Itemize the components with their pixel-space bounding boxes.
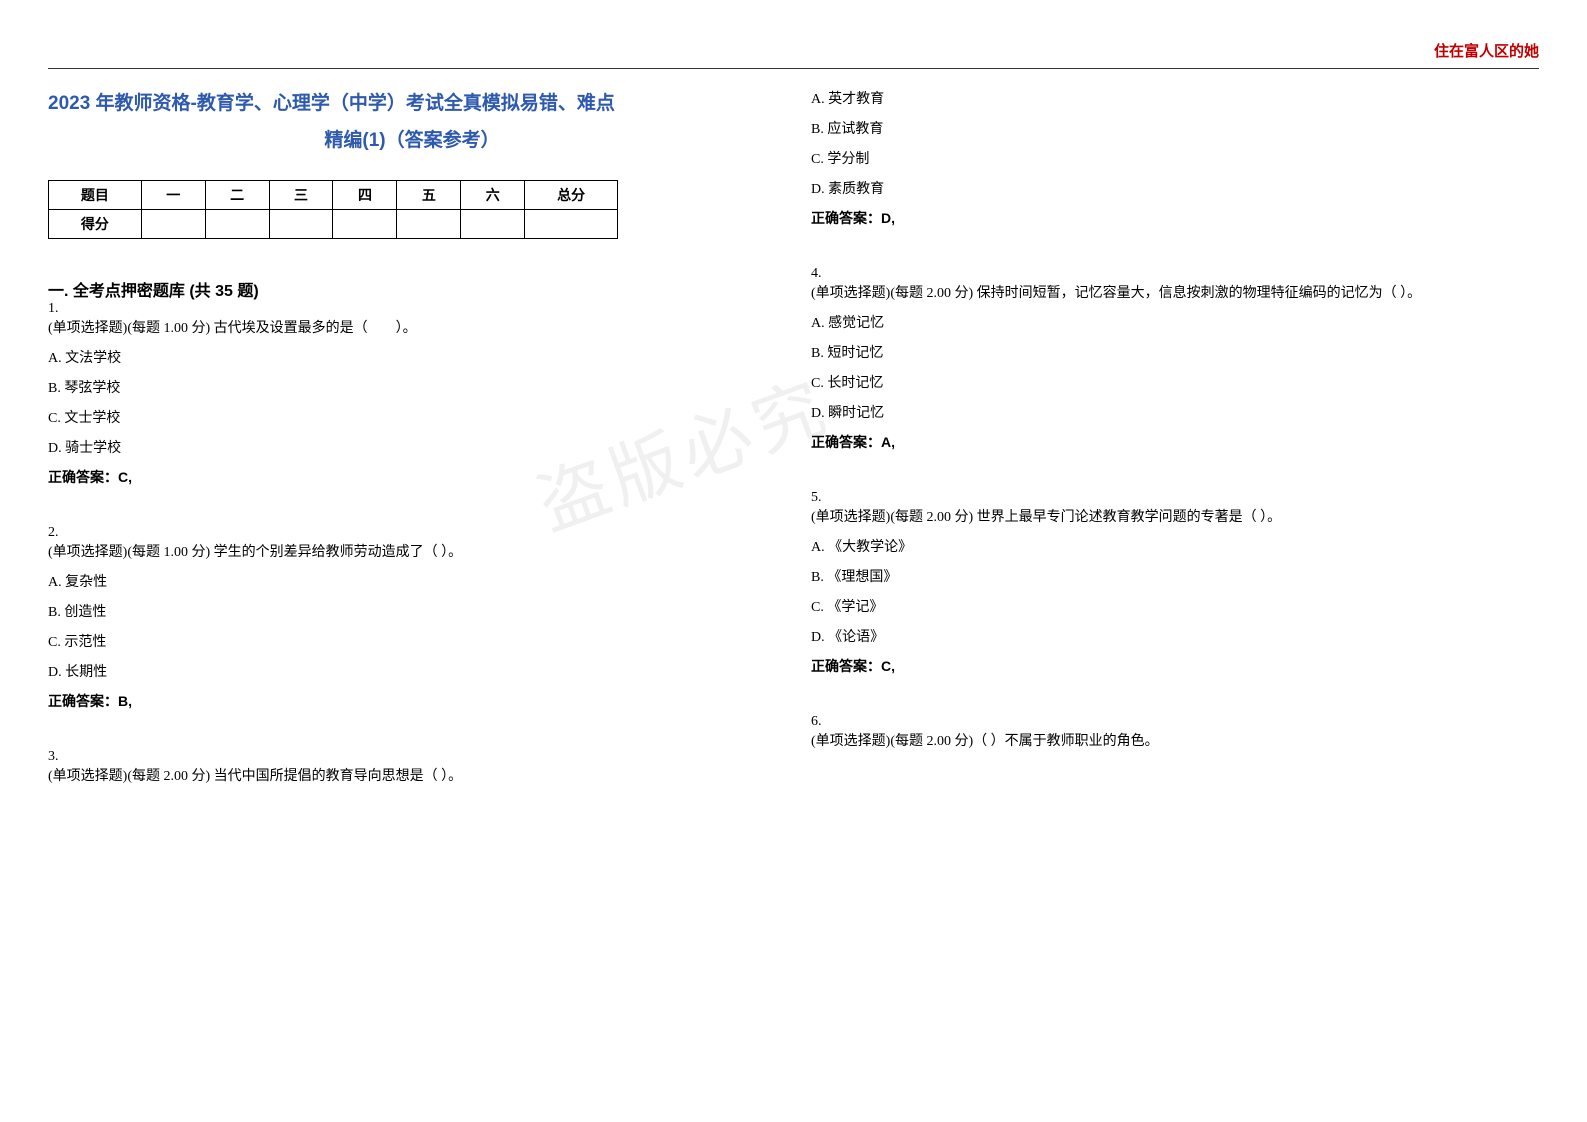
question-option: D. 瞬时记忆	[811, 402, 1539, 422]
question-block: 1. (单项选择题)(每题 1.00 分) 古代埃及设置最多的是（ ）。 A. …	[48, 301, 776, 487]
table-cell	[269, 210, 333, 239]
question-stem: (单项选择题)(每题 2.00 分) 当代中国所提倡的教育导向思想是（ ）。	[48, 765, 776, 785]
question-option: B. 《理想国》	[811, 566, 1539, 586]
question-answer: 正确答案：D,	[811, 208, 1539, 228]
question-stem: (单项选择题)(每题 2.00 分) 保持时间短暂，记忆容量大，信息按刺激的物理…	[811, 282, 1539, 302]
question-answer: 正确答案：C,	[811, 656, 1539, 676]
question-option: D. 素质教育	[811, 178, 1539, 198]
table-cell	[397, 210, 461, 239]
table-cell: 六	[461, 181, 525, 210]
question-stem: (单项选择题)(每题 1.00 分) 学生的个别差异给教师劳动造成了（ ）。	[48, 541, 776, 561]
question-option: A. 感觉记忆	[811, 312, 1539, 332]
question-option: A. 《大教学论》	[811, 536, 1539, 556]
table-cell: 总分	[525, 181, 618, 210]
page-title-line2: 精编(1)（答案参考）	[48, 125, 776, 152]
table-cell	[461, 210, 525, 239]
question-option: A. 复杂性	[48, 571, 776, 591]
question-option: B. 创造性	[48, 601, 776, 621]
question-block: A. 英才教育 B. 应试教育 C. 学分制 D. 素质教育 正确答案：D,	[811, 88, 1539, 228]
question-stem: (单项选择题)(每题 1.00 分) 古代埃及设置最多的是（ ）。	[48, 317, 776, 337]
table-cell	[525, 210, 618, 239]
question-option: B. 短时记忆	[811, 342, 1539, 362]
table-cell: 得分	[49, 210, 142, 239]
question-answer: 正确答案：B,	[48, 691, 776, 711]
left-column: 2023 年教师资格-教育学、心理学（中学）考试全真模拟易错、难点 精编(1)（…	[48, 88, 776, 823]
question-option: B. 应试教育	[811, 118, 1539, 138]
content-wrapper: 2023 年教师资格-教育学、心理学（中学）考试全真模拟易错、难点 精编(1)（…	[48, 88, 1539, 823]
question-block: 2. (单项选择题)(每题 1.00 分) 学生的个别差异给教师劳动造成了（ ）…	[48, 525, 776, 711]
question-block: 5. (单项选择题)(每题 2.00 分) 世界上最早专门论述教育教学问题的专著…	[811, 490, 1539, 676]
question-number: 3.	[48, 749, 776, 765]
question-answer: 正确答案：C,	[48, 467, 776, 487]
section-title: 一. 全考点押密题库 (共 35 题)	[48, 277, 776, 301]
question-block: 3. (单项选择题)(每题 2.00 分) 当代中国所提倡的教育导向思想是（ ）…	[48, 749, 776, 785]
question-number: 5.	[811, 490, 1539, 506]
question-stem: (单项选择题)(每题 2.00 分) 世界上最早专门论述教育教学问题的专著是（ …	[811, 506, 1539, 526]
table-row: 题目 一 二 三 四 五 六 总分	[49, 181, 618, 210]
table-cell: 题目	[49, 181, 142, 210]
table-cell: 一	[141, 181, 205, 210]
question-option: D. 《论语》	[811, 626, 1539, 646]
right-column: A. 英才教育 B. 应试教育 C. 学分制 D. 素质教育 正确答案：D, 4…	[811, 88, 1539, 823]
page-title-line1: 2023 年教师资格-教育学、心理学（中学）考试全真模拟易错、难点	[48, 88, 776, 115]
question-option: C. 长时记忆	[811, 372, 1539, 392]
header-divider	[48, 68, 1539, 69]
question-option: D. 骑士学校	[48, 437, 776, 457]
corner-label: 住在富人区的她	[1434, 40, 1539, 61]
question-block: 4. (单项选择题)(每题 2.00 分) 保持时间短暂，记忆容量大，信息按刺激…	[811, 266, 1539, 452]
table-cell	[141, 210, 205, 239]
table-cell: 二	[205, 181, 269, 210]
question-number: 2.	[48, 525, 776, 541]
question-option: D. 长期性	[48, 661, 776, 681]
table-cell	[333, 210, 397, 239]
table-cell	[205, 210, 269, 239]
question-block: 6. (单项选择题)(每题 2.00 分)（ ）不属于教师职业的角色。	[811, 714, 1539, 750]
question-option: A. 文法学校	[48, 347, 776, 367]
question-option: A. 英才教育	[811, 88, 1539, 108]
question-option: C. 示范性	[48, 631, 776, 651]
table-cell: 四	[333, 181, 397, 210]
question-answer: 正确答案：A,	[811, 432, 1539, 452]
question-number: 1.	[48, 301, 776, 317]
question-option: C. 学分制	[811, 148, 1539, 168]
question-option: B. 琴弦学校	[48, 377, 776, 397]
score-table: 题目 一 二 三 四 五 六 总分 得分	[48, 180, 618, 239]
table-row: 得分	[49, 210, 618, 239]
question-stem: (单项选择题)(每题 2.00 分)（ ）不属于教师职业的角色。	[811, 730, 1539, 750]
table-cell: 三	[269, 181, 333, 210]
question-number: 6.	[811, 714, 1539, 730]
question-number: 4.	[811, 266, 1539, 282]
table-cell: 五	[397, 181, 461, 210]
question-option: C. 《学记》	[811, 596, 1539, 616]
question-option: C. 文士学校	[48, 407, 776, 427]
